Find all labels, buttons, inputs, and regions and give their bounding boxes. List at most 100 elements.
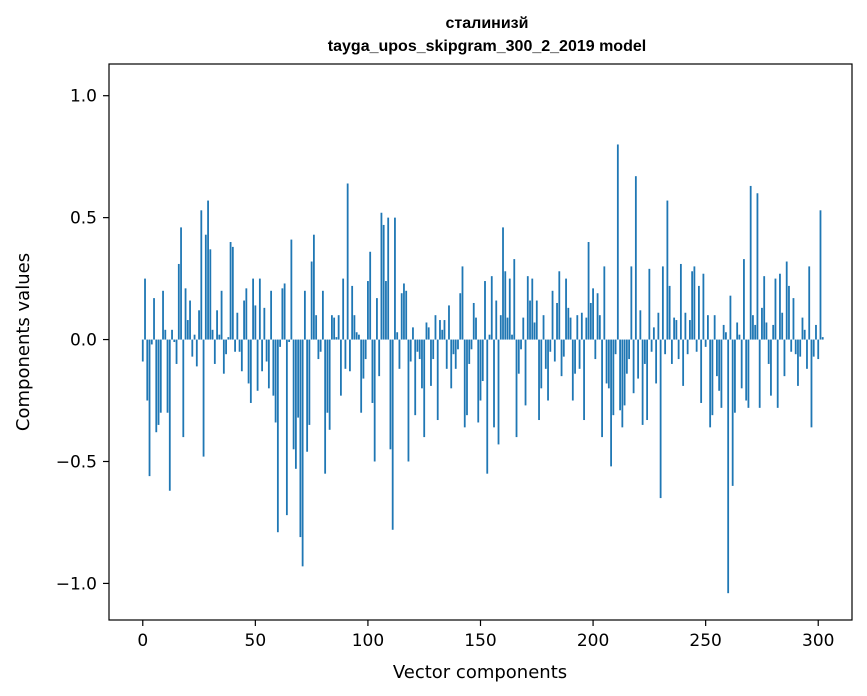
bar-209 bbox=[612, 339, 615, 416]
bar-13 bbox=[171, 329, 173, 340]
bar-195 bbox=[580, 312, 583, 340]
bar-275 bbox=[761, 307, 763, 340]
bar-119 bbox=[409, 339, 412, 362]
bar-277 bbox=[765, 322, 768, 340]
bar-159 bbox=[499, 315, 502, 340]
bar-86 bbox=[335, 337, 338, 340]
bar-91 bbox=[346, 183, 349, 340]
bar-211 bbox=[616, 144, 619, 340]
bar-296 bbox=[808, 266, 811, 340]
bar-187 bbox=[562, 339, 565, 357]
bar-229 bbox=[657, 312, 660, 340]
bar-135 bbox=[445, 339, 448, 369]
bar-203 bbox=[598, 315, 601, 340]
bar-234 bbox=[668, 285, 671, 340]
bar-108 bbox=[385, 281, 387, 340]
bar-92 bbox=[349, 339, 351, 372]
bar-130 bbox=[434, 315, 437, 340]
bar-35 bbox=[220, 290, 223, 340]
bar-48 bbox=[249, 339, 252, 403]
bar-297 bbox=[810, 339, 813, 428]
bar-285 bbox=[783, 339, 786, 377]
bar-141 bbox=[459, 293, 462, 340]
bar-267 bbox=[743, 259, 745, 340]
bar-53 bbox=[261, 339, 263, 372]
bar-225 bbox=[648, 268, 651, 340]
chart-subtitle: tayga_upos_skipgram_300_2_2019 model bbox=[328, 38, 646, 55]
bar-160 bbox=[502, 227, 504, 340]
bar-2 bbox=[146, 339, 149, 401]
bar-172 bbox=[529, 300, 531, 340]
x-tick-label: 0 bbox=[137, 631, 148, 651]
bar-146 bbox=[470, 339, 473, 350]
bar-9 bbox=[162, 290, 164, 340]
bar-272 bbox=[754, 324, 757, 340]
plot-area-frame bbox=[108, 63, 853, 621]
bar-97 bbox=[360, 339, 363, 413]
bar-24 bbox=[195, 339, 198, 367]
bar-204 bbox=[601, 339, 603, 438]
bar-136 bbox=[448, 305, 450, 340]
bar-280 bbox=[772, 324, 775, 340]
bar-22 bbox=[191, 339, 194, 357]
bar-274 bbox=[758, 339, 761, 408]
bar-49 bbox=[252, 278, 254, 340]
bar-165 bbox=[513, 259, 516, 340]
bar-106 bbox=[380, 212, 383, 340]
bar-47 bbox=[247, 339, 250, 384]
bar-94 bbox=[353, 315, 356, 340]
bar-273 bbox=[756, 193, 759, 340]
bar-246 bbox=[695, 339, 698, 352]
bar-148 bbox=[475, 317, 477, 340]
bar-19 bbox=[184, 288, 187, 340]
bar-104 bbox=[376, 298, 378, 340]
bar-82 bbox=[326, 339, 329, 413]
bar-177 bbox=[540, 339, 543, 389]
bar-143 bbox=[463, 339, 466, 428]
bar-129 bbox=[432, 339, 435, 360]
y-axis-ticks: −1.0 −0.5 0.0 0.5 1.0 bbox=[56, 87, 109, 594]
bar-201 bbox=[594, 339, 597, 360]
x-tick-label: 250 bbox=[689, 631, 721, 651]
bar-252 bbox=[709, 339, 712, 428]
bar-144 bbox=[466, 339, 468, 416]
bar-170 bbox=[524, 339, 527, 406]
bar-33 bbox=[216, 310, 218, 340]
bar-300 bbox=[817, 339, 820, 360]
bar-27 bbox=[202, 339, 205, 457]
bar-98 bbox=[362, 339, 365, 379]
bar-115 bbox=[400, 293, 403, 340]
bar-294 bbox=[803, 329, 806, 340]
bar-28 bbox=[204, 234, 207, 340]
bar-127 bbox=[427, 327, 430, 340]
bar-259 bbox=[725, 332, 727, 340]
bar-80 bbox=[321, 290, 324, 340]
bar-79 bbox=[319, 339, 322, 352]
bar-134 bbox=[443, 320, 446, 340]
bar-12 bbox=[168, 339, 171, 491]
bar-99 bbox=[364, 339, 367, 360]
bar-151 bbox=[481, 339, 484, 382]
bar-5 bbox=[153, 298, 155, 340]
bar-175 bbox=[535, 300, 538, 340]
bar-206 bbox=[605, 339, 608, 384]
bar-37 bbox=[225, 339, 227, 355]
bar-171 bbox=[526, 276, 529, 340]
bar-221 bbox=[639, 310, 642, 340]
bar-0 bbox=[141, 339, 144, 362]
bar-77 bbox=[315, 315, 318, 340]
bar-57 bbox=[270, 290, 273, 340]
bar-258 bbox=[722, 324, 725, 340]
bar-21 bbox=[189, 300, 191, 340]
bar-199 bbox=[589, 302, 592, 340]
bar-142 bbox=[461, 266, 464, 340]
bar-231 bbox=[661, 266, 664, 340]
bar-72 bbox=[303, 290, 306, 340]
bar-42 bbox=[236, 312, 239, 340]
bar-4 bbox=[150, 339, 153, 345]
bar-10 bbox=[164, 329, 167, 340]
bar-138 bbox=[452, 339, 455, 355]
bar-43 bbox=[238, 339, 241, 352]
bar-279 bbox=[770, 339, 772, 396]
bar-180 bbox=[547, 339, 549, 401]
